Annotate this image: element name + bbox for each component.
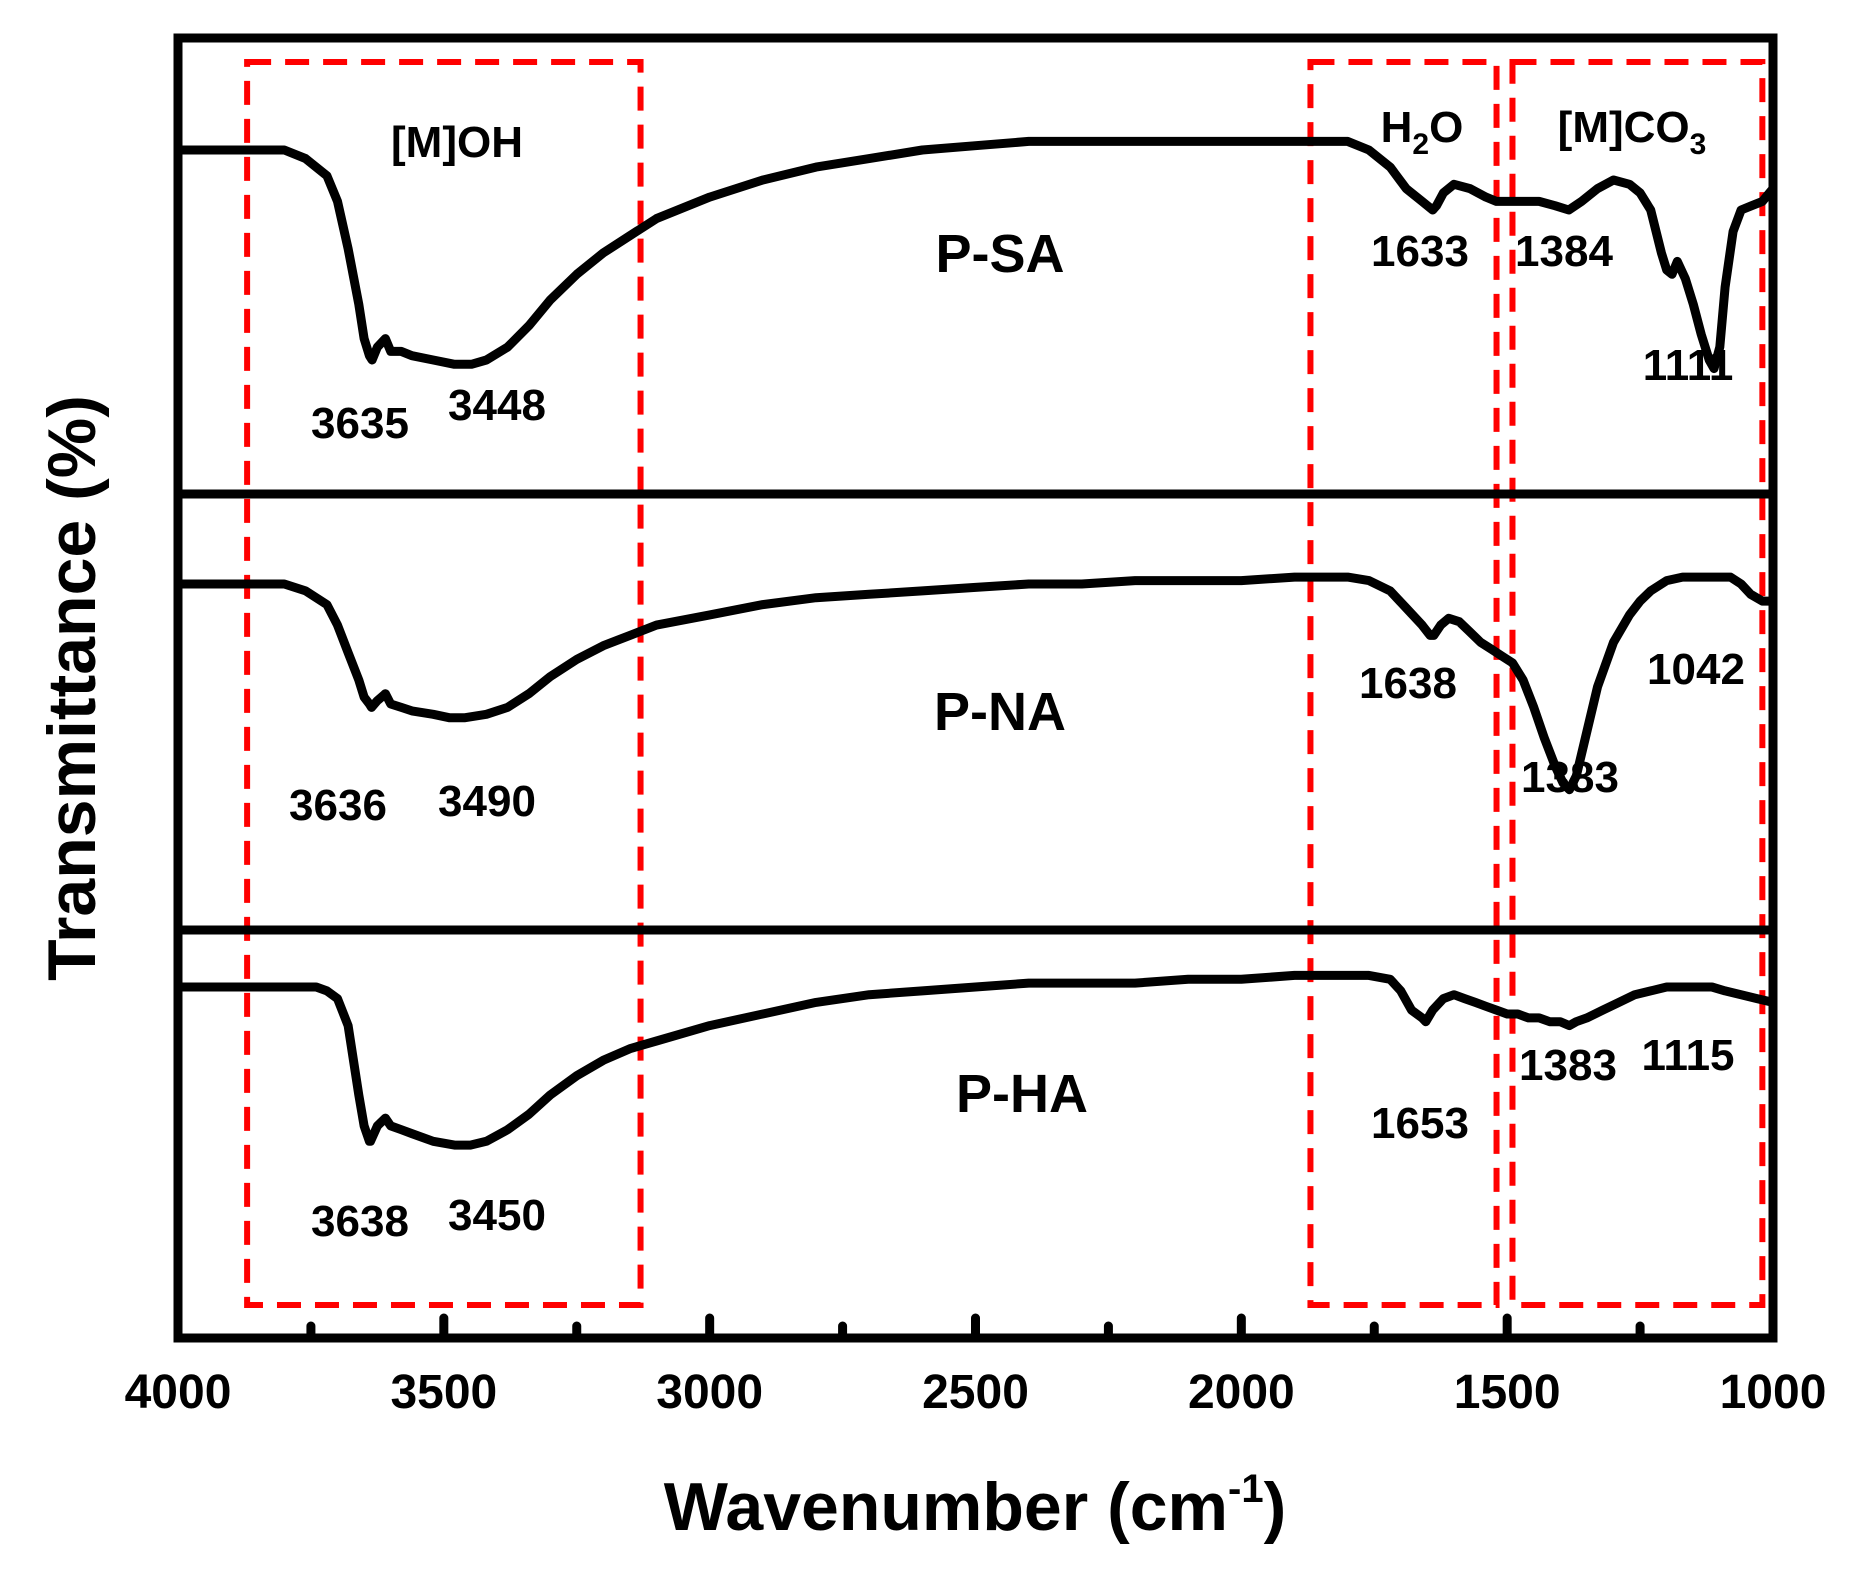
peak-label: 1633 <box>1371 227 1469 276</box>
peak-label: 1111 <box>1643 341 1734 390</box>
series-line-p-sa <box>173 136 1778 374</box>
series-label-p-ha: P-HA <box>956 1064 1088 1124</box>
peak-label: 3448 <box>448 381 546 430</box>
x-axis-tick-labels: 4000 3500 3000 2500 2000 1500 1000 <box>125 1366 1827 1419</box>
x-tick-label: 2500 <box>922 1366 1029 1419</box>
peak-label: 1383 <box>1521 753 1619 802</box>
x-tick-label: 3000 <box>656 1366 763 1419</box>
peak-label: 3490 <box>438 777 536 826</box>
x-axis-ticks <box>173 1313 1778 1343</box>
x-tick-label: 1500 <box>1454 1366 1561 1419</box>
region-box-1 <box>244 59 644 1308</box>
peak-label: 1115 <box>1641 1031 1734 1080</box>
region-box-3 <box>1509 59 1766 1308</box>
peak-label: 3635 <box>311 399 409 448</box>
peak-label: 3638 <box>311 1197 409 1246</box>
region-label-h2o-main: H <box>1381 103 1413 152</box>
region-label-moh: [M]OH <box>391 118 523 167</box>
region-label-h2o: H2O <box>1381 103 1464 161</box>
x-tick-label: 2000 <box>1188 1366 1295 1419</box>
x-tick-label: 1000 <box>1720 1366 1827 1419</box>
y-axis-title: Transmittance (%) <box>34 395 110 981</box>
peak-label: 1653 <box>1371 1099 1469 1148</box>
x-axis-title-close: ) <box>1264 1469 1287 1545</box>
peak-label: 1042 <box>1647 645 1745 694</box>
peak-label: 1638 <box>1359 659 1457 708</box>
peak-label: 3636 <box>289 781 387 830</box>
series-line-p-ha <box>173 970 1778 1150</box>
x-axis-title: Wavenumber (cm-1) <box>664 1467 1287 1545</box>
region-label-h2o-tail: O <box>1429 103 1463 152</box>
region-box-2 <box>1307 59 1500 1308</box>
region-boxes <box>244 59 1766 1308</box>
region-label-mco3: [M]CO3 <box>1558 103 1707 161</box>
peak-label: 1384 <box>1515 227 1613 276</box>
region-label-h2o-sub: 2 <box>1412 128 1429 161</box>
peak-label: 3450 <box>448 1191 546 1240</box>
series-line-p-na <box>173 572 1778 795</box>
peak-label: 1383 <box>1519 1041 1617 1090</box>
x-tick-label: 4000 <box>125 1366 232 1419</box>
series-label-p-sa: P-SA <box>935 224 1064 284</box>
series-label-p-na: P-NA <box>934 682 1066 742</box>
region-label-mco3-main: [M]CO <box>1558 103 1690 152</box>
region-label-mco3-sub: 3 <box>1690 128 1707 161</box>
x-axis-title-sup: -1 <box>1228 1467 1264 1511</box>
x-axis-title-main: Wavenumber (cm <box>664 1469 1228 1545</box>
x-tick-label: 3500 <box>390 1366 497 1419</box>
series-traces <box>173 136 1778 1150</box>
